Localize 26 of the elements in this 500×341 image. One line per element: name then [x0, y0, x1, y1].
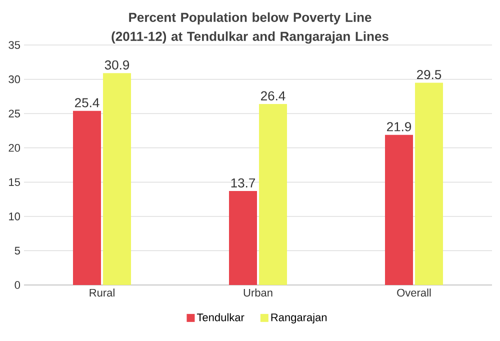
- y-tick-label: 5: [14, 246, 20, 255]
- bar: [103, 73, 132, 285]
- x-tick-label: Urban: [244, 288, 272, 297]
- data-label: 26.4: [261, 91, 286, 100]
- data-label: 30.9: [104, 60, 130, 70]
- x-tick-label: Rural: [90, 288, 114, 297]
- y-tick-label: 15: [9, 178, 20, 186]
- y-tick-label: 30: [8, 75, 20, 84]
- y-tick-label: 10: [9, 212, 20, 220]
- data-label: 29.5: [417, 70, 442, 80]
- data-label: 21.9: [387, 122, 412, 132]
- data-label: 25.4: [75, 98, 100, 108]
- y-tick-label: 0: [14, 281, 20, 289]
- data-label: 13.7: [231, 178, 255, 188]
- bar: [259, 104, 287, 285]
- bar: [73, 110, 102, 285]
- y-tick-label: 25: [8, 110, 20, 118]
- y-tick-label: 20: [8, 144, 20, 152]
- y-tick-label: 35: [8, 41, 20, 49]
- bar: [385, 134, 414, 285]
- legend-label: Tendulkar: [196, 313, 244, 322]
- x-tick-label: Overall: [397, 288, 431, 297]
- chart-title: Percent Population below Poverty Line (2011-12) at Tendulkar and Rangarajan Lines: [112, 12, 388, 44]
- bar: [415, 82, 443, 285]
- legend-label: Rangarajan: [271, 313, 327, 324]
- bar: [229, 191, 258, 285]
